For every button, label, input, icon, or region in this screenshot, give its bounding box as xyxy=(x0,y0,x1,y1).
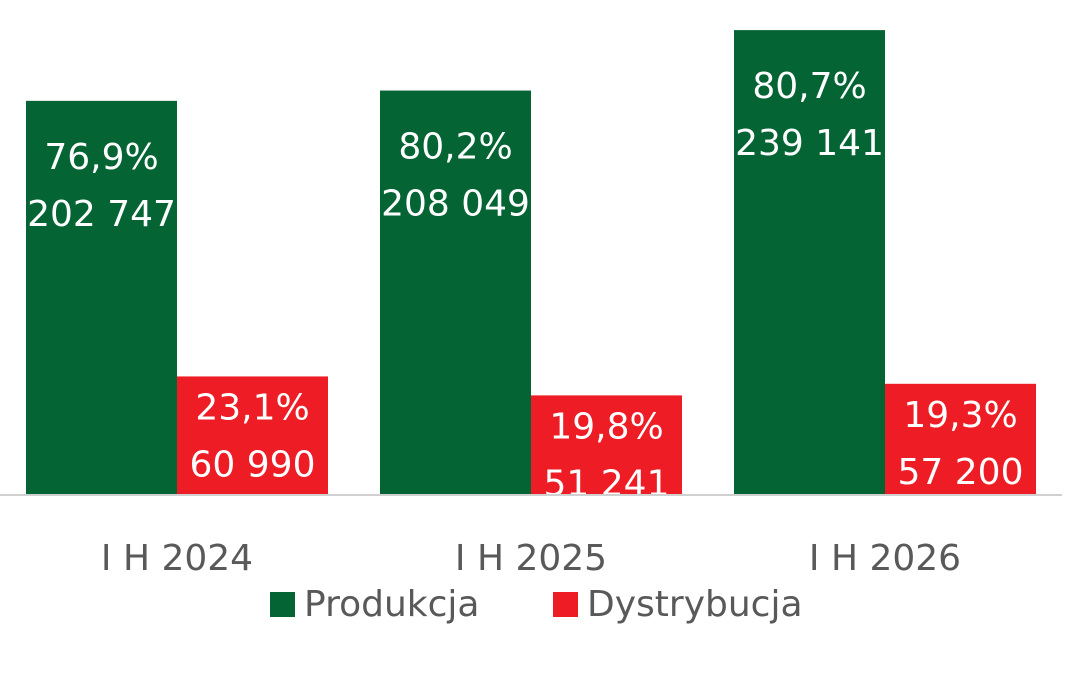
x-tick-label: I H 2025 xyxy=(455,538,607,579)
legend-label: Produkcja xyxy=(304,584,479,625)
bar xyxy=(885,383,1036,495)
bar xyxy=(380,90,531,496)
value-label: 202 747 xyxy=(27,194,176,235)
bar xyxy=(734,30,885,496)
value-label: 239 141 xyxy=(735,123,884,164)
share-label: 80,7% xyxy=(752,66,866,107)
share-label: 80,2% xyxy=(398,127,512,168)
legend-swatch xyxy=(270,592,295,617)
bar xyxy=(177,376,328,495)
x-tick-label: I H 2026 xyxy=(809,538,961,579)
value-label: 60 990 xyxy=(190,444,316,485)
value-label: 51 241 xyxy=(544,463,670,504)
legend-label: Dystrybucja xyxy=(587,584,803,625)
share-label: 76,9% xyxy=(44,137,158,178)
legend-swatch xyxy=(553,592,578,617)
value-label: 57 200 xyxy=(898,452,1024,493)
bar xyxy=(26,100,177,495)
share-label: 23,1% xyxy=(195,387,309,428)
share-label: 19,8% xyxy=(549,406,663,447)
x-tick-label: I H 2024 xyxy=(101,538,253,579)
bar xyxy=(531,395,682,495)
share-label: 19,3% xyxy=(903,395,1017,436)
value-label: 208 049 xyxy=(381,184,530,225)
